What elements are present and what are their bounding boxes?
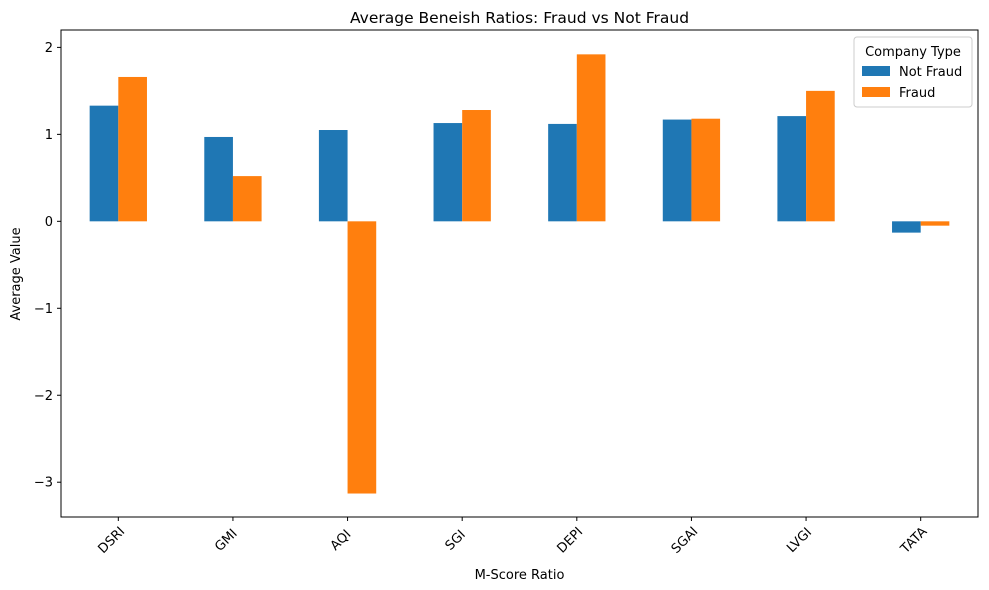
y-tick-label: 2	[45, 41, 53, 56]
x-tick-label-sgai: SGAI	[669, 524, 702, 557]
bar-not-fraud-dsri	[89, 105, 119, 222]
bar-not-fraud-depi	[548, 123, 577, 222]
legend-swatch-not-fraud	[862, 66, 890, 76]
bar-not-fraud-tata	[892, 221, 921, 233]
y-axis-ticks: −3 −2 −1 0 1 2	[34, 41, 61, 491]
y-tick-label: −3	[34, 476, 53, 491]
x-tick-label-dsri: DSRI	[96, 524, 129, 557]
legend: Company Type Not Fraud Fraud	[853, 36, 973, 108]
bar-fraud-sgai	[691, 118, 721, 222]
x-tick-label-sgi: SGI	[443, 527, 469, 553]
x-tick-label-depi: DEPI	[554, 525, 586, 557]
y-tick-label: −2	[34, 389, 53, 404]
x-axis-ticks: DSRI GMI AQI SGI DEPI SGAI LVGI TATA	[96, 517, 930, 557]
x-tick-label-aqi: AQI	[328, 527, 355, 554]
bar-fraud-sgi	[462, 110, 491, 222]
bar-not-fraud-sgai	[662, 119, 692, 222]
bar-not-fraud-sgi	[433, 123, 463, 222]
legend-label-not-fraud: Not Fraud	[899, 65, 962, 80]
y-axis-label: Average Value	[9, 227, 24, 320]
x-tick-label-lvgi: LVGI	[784, 525, 815, 556]
bar-not-fraud-lvgi	[777, 116, 807, 222]
legend-swatch-fraud	[862, 87, 890, 97]
bar-fraud-tata	[920, 221, 950, 226]
bar-not-fraud-gmi	[204, 136, 233, 222]
bar-fraud-lvgi	[806, 90, 835, 222]
bar-fraud-aqi	[347, 221, 377, 494]
chart-title: Average Beneish Ratios: Fraud vs Not Fra…	[350, 9, 689, 27]
x-axis-label: M-Score Ratio	[475, 568, 565, 583]
plot-frame	[60, 29, 979, 518]
bar-not-fraud-aqi	[318, 130, 348, 222]
bar-fraud-dsri	[118, 76, 147, 222]
x-tick-label-tata: TATA	[897, 524, 930, 557]
bars	[89, 54, 950, 494]
bar-fraud-depi	[576, 54, 606, 222]
y-tick-label: 1	[45, 128, 53, 143]
x-tick-label-gmi: GMI	[212, 526, 240, 554]
y-tick-label: −1	[34, 302, 53, 317]
bar-fraud-gmi	[232, 176, 262, 222]
legend-label-fraud: Fraud	[899, 86, 935, 101]
legend-title: Company Type	[865, 45, 961, 60]
y-tick-label: 0	[45, 215, 53, 230]
